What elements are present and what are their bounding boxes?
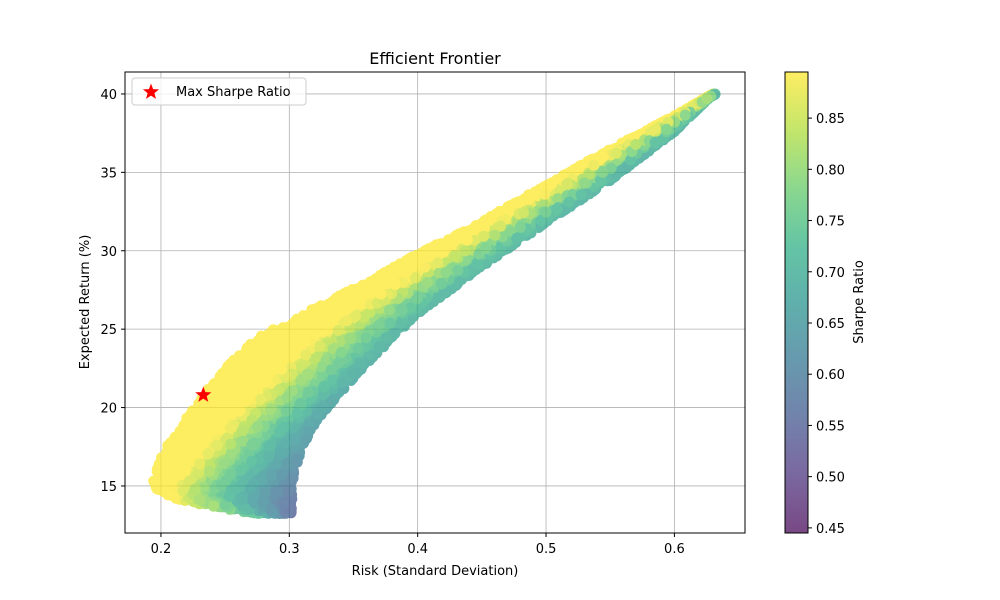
portfolio-scatter [148,88,721,519]
chart-title: Efficient Frontier [369,49,501,68]
